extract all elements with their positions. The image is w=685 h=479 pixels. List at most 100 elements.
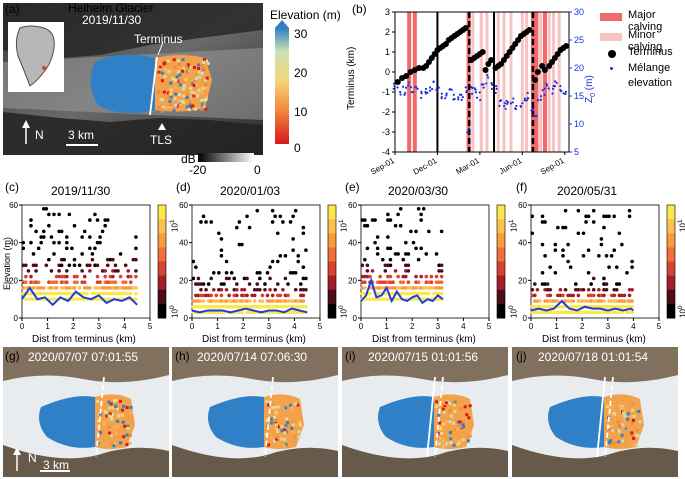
melange-pixel [192,94,196,98]
elevation-bin [278,214,283,219]
legend-minor-swatch [600,33,622,41]
melange-pixel [462,425,466,429]
elevation-bin [574,282,578,286]
melange-pixel [456,428,460,432]
elevation-bin [291,248,295,252]
melange-pixel [195,94,199,98]
elevation-bin [301,304,306,309]
elevation-bin [206,299,211,303]
melange-pixel [186,63,190,67]
melange-point [467,131,470,134]
terminus-line [149,56,158,116]
elevation-bin [602,225,606,230]
melange-pixel [198,75,202,79]
x-tick-label: 2 [241,322,246,331]
elevation-bin [88,246,92,251]
elevation-bin [123,263,128,268]
melange-pixel [119,441,123,445]
elevation-bin [219,304,224,309]
melange-pixel [197,92,201,96]
melange-pixel [166,59,170,63]
tls-marker [158,123,166,130]
elevation-bin [47,291,51,296]
elevation-bin [270,220,275,224]
elevation-bin [386,263,390,268]
elevation-bin [416,206,421,211]
elevation-bin [275,304,280,309]
elevation-bin [118,286,123,290]
minor-calving-band [557,12,561,152]
colorbar-segment [328,261,336,277]
elevation-bin [589,299,593,303]
melange-point [498,104,501,107]
elevation-bin [201,282,206,286]
elevation-bin [95,286,100,290]
elevation-bin [545,282,550,286]
elevation-bin [227,276,231,281]
elevation-bin [199,299,203,303]
panel-label: (g) [5,349,20,363]
elevation-bin [602,276,606,281]
elevation-bin [627,214,632,219]
elevation-bin [620,299,624,303]
melange-pixel [114,432,118,436]
elevation-bin [65,246,69,251]
elevation-bin [98,280,102,285]
elevation-bin [424,286,429,290]
photo-timestamp: 2020/07/14 07:06:30 [197,350,308,364]
elevation-bin [281,304,285,309]
melange-pixel [125,433,129,437]
melange-pixel [637,409,641,413]
elevation-bin [363,218,367,222]
major-calving-band [542,12,547,152]
elevation-bin [54,280,59,285]
elevation-bin [561,304,565,309]
melange-pixel [616,420,620,424]
melange-pixel [298,423,302,427]
elevation-bin [67,263,72,268]
elevation-bin [591,310,596,315]
melange-point [392,82,396,85]
minor-calving-band [520,12,524,152]
elevation-bin [604,282,609,286]
elevation-bin [240,310,244,315]
elevation-bin [597,299,601,303]
terminus-line [264,376,274,458]
melange-point [436,90,439,93]
melange-pixel [439,437,443,441]
elevation-bin [540,214,545,219]
colorbar-frame [327,204,337,319]
elevation-bin [90,257,95,262]
elevation-bin [217,299,221,303]
north-arrow-head [13,447,21,455]
melange-pixel [178,93,182,97]
elevation-bin [100,286,105,290]
elevation-bin [194,304,198,309]
melange-pixel [273,406,277,410]
elevation-bin [41,206,46,211]
elevation-bin [396,252,400,256]
melange-pixel [182,66,186,70]
elevation-bin [88,218,92,222]
elevation-bin [604,304,609,309]
elevation-bin [36,280,41,285]
elevation-bin [247,310,252,315]
minor-calving-band [539,12,543,152]
melange-pixel [611,429,615,433]
elevation-bin [98,286,102,290]
greenland-outline [15,25,55,87]
elevation-bin [617,282,622,286]
terminus-line [95,376,105,458]
melange-pixel [111,413,115,417]
melange-pixel [197,70,201,74]
colorbar-segment [158,205,166,220]
elevation-bin [360,291,365,296]
melange-point [403,93,406,96]
panel-label: (e) [345,180,360,194]
elevation-bin [571,310,576,315]
elevation-bin [535,287,540,292]
elevation-bin [368,297,372,301]
elevation-bin [34,269,38,273]
hist-frame [530,204,660,319]
terminus-point [394,79,401,85]
